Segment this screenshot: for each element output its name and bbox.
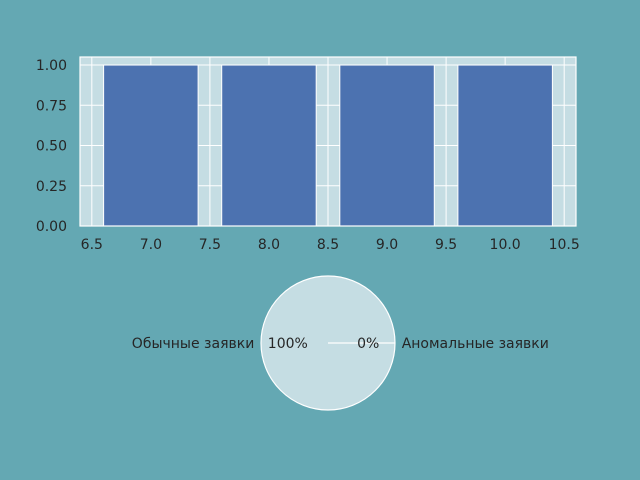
x-tick-label-7: 10.0 [490,237,521,253]
bar-chart-frame [79,56,577,227]
bar-2 [339,64,435,227]
bar-chart: 6.5 7.0 7.5 8.0 8.5 9.0 9.5 10.0 10.5 0.000.250.… [36,56,580,253]
x-tick-label-0: 6.5 [81,237,103,253]
x-tick-label-3: 8.0 [258,237,280,253]
bar-3 [457,64,553,227]
pie-pct-label-anomalous: 0% [357,336,379,352]
y-tick-label-2: 0.50 [36,139,67,155]
x-tick-label-4: 8.5 [317,237,339,253]
y-tick-label-4: 1.00 [36,58,67,74]
x-tick-label-6: 9.5 [435,237,457,253]
x-tick-label-5: 9.0 [376,237,398,253]
bar-chart-x-tick-labels: 6.5 7.0 7.5 8.0 8.5 9.0 9.5 10.0 10.5 [81,237,580,253]
x-tick-label-2: 7.5 [199,237,221,253]
pie-label-regular: Обычные заявки [132,336,255,352]
bar-0 [103,64,199,227]
y-tick-label-3: 0.75 [36,98,67,114]
pie-label-anomalous: Аномальные заявки [402,336,549,352]
y-tick-label-0: 0.00 [36,219,67,235]
bar-chart-y-tick-labels: 0.00 0.25 0.50 0.75 1.00 [36,58,67,235]
x-tick-label-8: 10.5 [549,237,580,253]
pie-pct-label-regular: 100% [268,336,308,352]
bar-1 [221,64,317,227]
x-tick-label-1: 7.0 [140,237,162,253]
bar-chart-bars [103,64,553,227]
pie-chart: 100% 0% Обычные заявки Аномальные заявки [132,275,549,411]
y-tick-label-1: 0.25 [36,179,67,195]
